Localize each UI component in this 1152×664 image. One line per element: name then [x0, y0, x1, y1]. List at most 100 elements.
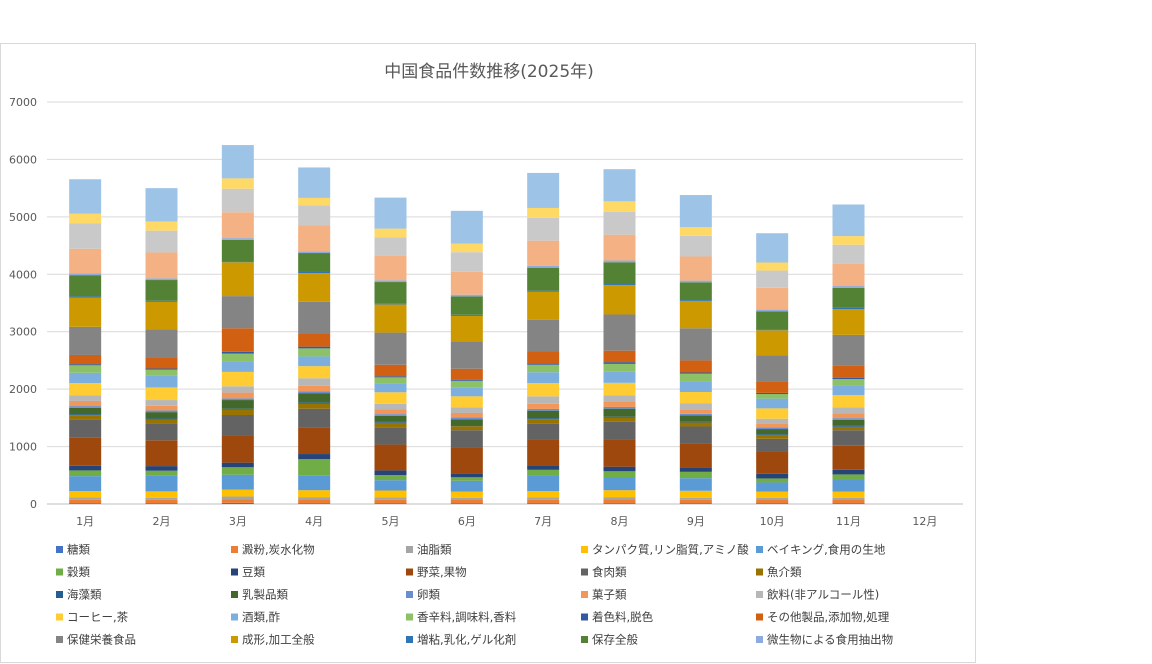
bar-segment	[69, 476, 102, 492]
bar-segment	[832, 497, 865, 500]
bar-segment	[298, 197, 331, 206]
bar-segment	[450, 243, 483, 253]
bar-segment	[69, 503, 102, 504]
bar-segment	[298, 366, 331, 379]
bar-segment	[756, 381, 789, 393]
bar-segment	[756, 355, 789, 382]
bar-segment	[450, 387, 483, 397]
bar-segment	[221, 262, 254, 297]
bar-segment	[832, 503, 865, 504]
bar-segment	[69, 372, 102, 384]
bar-segment	[527, 351, 560, 364]
bar-segment	[145, 423, 178, 441]
bar-segment	[832, 204, 865, 237]
bar-segment	[145, 466, 178, 471]
bar-segment	[221, 178, 254, 189]
bar-segment	[374, 304, 407, 333]
bar-segment	[756, 287, 789, 310]
legend-label: 澱粉,炭水化物	[242, 543, 315, 557]
gridlines	[47, 101, 963, 505]
bar-segment	[679, 403, 712, 410]
bar-segment	[527, 291, 560, 320]
bar-segment	[450, 407, 483, 413]
bar-segment	[69, 470, 102, 477]
x-tick-label: 1月	[76, 515, 94, 528]
bar-segment	[679, 301, 712, 329]
bar-stack	[756, 233, 789, 504]
legend-item: 魚介類	[756, 565, 802, 579]
bar-segment	[374, 480, 407, 491]
bar-segment	[756, 491, 789, 498]
legend-item: 菓子類	[581, 588, 627, 602]
bar-segment	[374, 228, 407, 238]
bar-segment	[221, 145, 254, 179]
bar-segment	[832, 309, 865, 335]
bar-segment	[832, 287, 865, 308]
bar-segment	[679, 328, 712, 361]
legend-label: 保健栄養食品	[67, 633, 136, 647]
bar-segment	[145, 499, 178, 504]
bar-segment	[832, 334, 865, 366]
bar-segment	[679, 195, 712, 228]
bar-segment	[221, 261, 254, 263]
bar-segment	[450, 379, 483, 381]
legend-item: 香辛料,調味料,香料	[406, 610, 517, 624]
bar-segment	[603, 499, 636, 504]
bar-segment	[298, 301, 331, 335]
bar-segment	[374, 377, 407, 384]
bar-segment	[374, 427, 407, 445]
bar-segment	[145, 301, 178, 330]
bar-segment	[145, 405, 178, 411]
legend-item: 酒類,酢	[231, 610, 281, 624]
legend-label: 海藻類	[67, 588, 102, 602]
bar-segment	[527, 499, 560, 504]
bar-segment	[450, 210, 483, 244]
bar-segment	[832, 426, 865, 431]
x-tick-label: 8月	[611, 515, 629, 528]
bar-segment	[450, 491, 483, 498]
legend-item: 海藻類	[56, 588, 102, 602]
bar-segment	[756, 233, 789, 263]
bar-segment	[374, 403, 407, 410]
legend-label: 卵類	[417, 588, 440, 602]
bars	[69, 145, 865, 504]
bar-segment	[527, 403, 560, 409]
legend-swatch	[406, 613, 413, 621]
legend-item: 食肉類	[581, 565, 627, 579]
bar-segment	[69, 400, 102, 407]
bar-stack	[221, 145, 254, 504]
bar-segment	[679, 421, 712, 423]
bar-segment	[527, 267, 560, 291]
bar-segment	[298, 454, 331, 460]
legend-label: その他製品,添加物,処理	[767, 610, 890, 624]
bar-segment	[679, 227, 712, 236]
bar-segment	[374, 409, 407, 415]
bar-segment	[756, 418, 789, 424]
y-tick-label: 1000	[9, 441, 37, 454]
legend-swatch	[406, 568, 413, 576]
bar-segment	[603, 371, 636, 383]
bar-segment	[221, 386, 254, 393]
chart-title: 中国食品件数推移(2025年)	[384, 62, 594, 82]
bar-segment	[603, 382, 636, 396]
bar-segment	[145, 419, 178, 424]
legend-swatch	[56, 546, 63, 553]
bar-segment	[221, 408, 254, 410]
bar-segment	[603, 416, 636, 418]
legend-swatch	[581, 546, 588, 553]
bar-segment	[679, 360, 712, 373]
bar-segment	[69, 465, 102, 471]
bar-segment	[298, 253, 331, 272]
bar-segment	[145, 491, 178, 498]
bar-segment	[603, 285, 636, 315]
bar-segment	[832, 413, 865, 419]
legend-label: 糖類	[67, 543, 90, 557]
bar-segment	[374, 499, 407, 504]
bar-segment	[679, 282, 712, 301]
bar-segment	[145, 387, 178, 401]
bar-segment	[832, 377, 865, 380]
bar-segment	[832, 419, 865, 426]
bar-segment	[374, 197, 407, 229]
bar-segment	[679, 490, 712, 498]
bar-segment	[145, 412, 178, 419]
